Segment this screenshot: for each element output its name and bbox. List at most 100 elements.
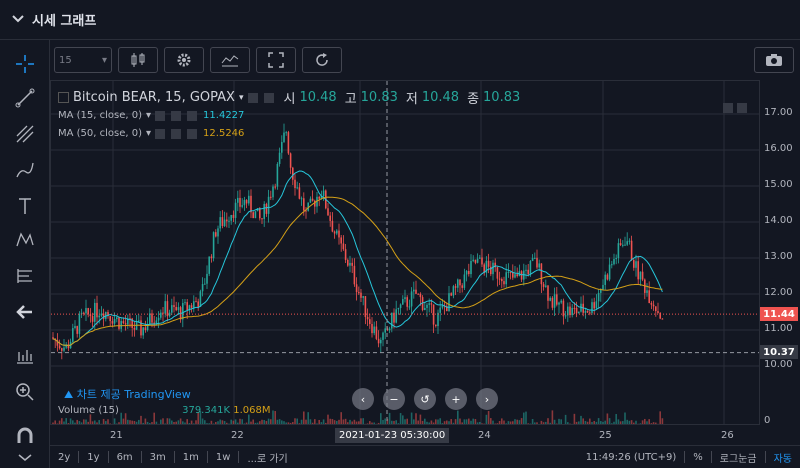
candle-body — [274, 186, 276, 188]
time-axis[interactable]: 21 22 24 25 26 2021-01-23 05:30:00 — [50, 425, 760, 445]
collapse-box[interactable] — [58, 92, 69, 103]
scroll-right-button[interactable]: › — [476, 388, 498, 410]
ma15-legend: MA (15, close, 0) ▾ 11.4227 — [58, 110, 244, 121]
snapshot-button[interactable] — [754, 47, 794, 73]
refresh-button[interactable] — [302, 47, 342, 73]
candle-body — [186, 302, 188, 311]
candle-body — [536, 257, 538, 268]
candle-style-button[interactable] — [118, 47, 158, 73]
log-scale-toggle[interactable]: 로그눈금 — [719, 453, 757, 465]
close-icon[interactable] — [187, 110, 198, 121]
candle-body — [241, 205, 243, 207]
candle-body — [219, 217, 221, 229]
volume-bar — [461, 422, 463, 424]
settings-icon[interactable] — [171, 110, 182, 121]
volume-bar — [483, 423, 485, 424]
range-1w[interactable]: 1w — [215, 451, 231, 463]
volume-bar — [371, 422, 373, 424]
trend-line-tool[interactable] — [13, 86, 37, 110]
close-icon[interactable] — [263, 92, 274, 103]
candle-body — [476, 258, 479, 263]
reset-button[interactable]: ↺ — [414, 388, 436, 410]
volume-bar — [168, 418, 171, 424]
settings-icon[interactable] — [171, 128, 182, 139]
pattern-tool[interactable] — [13, 228, 37, 252]
candle-body — [509, 271, 512, 273]
chevron-down-icon[interactable] — [12, 13, 24, 26]
price-axis[interactable]: 17.00 16.00 15.00 14.00 13.00 12.00 11.0… — [760, 80, 800, 426]
collapse-toolbar[interactable] — [13, 450, 37, 466]
price-tick: 0 — [764, 415, 771, 426]
volume-bar — [470, 420, 472, 424]
candle-body — [659, 312, 661, 319]
gear-icon — [177, 53, 191, 67]
volume-bar — [210, 420, 213, 424]
goto-button[interactable]: ...로 가기 — [247, 453, 288, 465]
attribution[interactable]: ⛰ 차트 제공 TradingView — [64, 386, 191, 402]
scroll-left-button[interactable]: ‹ — [352, 388, 374, 410]
range-6m[interactable]: 6m — [116, 451, 133, 463]
pattern-icon — [16, 232, 34, 247]
volume-bar — [635, 420, 637, 424]
zoom-tool[interactable] — [13, 380, 37, 404]
volume-bar — [135, 421, 138, 424]
ma50-title[interactable]: MA (50, close, 0) — [58, 128, 143, 139]
ma15-title[interactable]: MA (15, close, 0) — [58, 110, 143, 121]
chart-canvas[interactable] — [51, 81, 760, 425]
volume-bar — [157, 423, 160, 424]
volume-bar — [386, 418, 389, 424]
zoom-out-button[interactable]: − — [383, 388, 405, 410]
visibility-icon[interactable] — [155, 110, 166, 121]
prediction-tool[interactable] — [13, 264, 37, 288]
range-2y[interactable]: 2y — [58, 451, 71, 463]
settings-button[interactable] — [164, 47, 204, 73]
volume-bar — [639, 423, 642, 424]
brush-tool[interactable] — [13, 158, 37, 182]
candle-body — [571, 307, 573, 316]
chevron-down-icon[interactable]: ▾ — [146, 110, 152, 121]
crosshair-tool[interactable] — [13, 52, 37, 76]
range-1y[interactable]: 1y — [87, 451, 100, 463]
volume-bar — [571, 423, 573, 424]
candle-body — [424, 307, 426, 311]
volume-bar — [195, 420, 197, 424]
zoom-in-button[interactable]: + — [445, 388, 467, 410]
candle-body — [221, 217, 224, 226]
candle-body — [633, 260, 635, 268]
volume-bar — [476, 422, 479, 424]
volume-bar — [292, 422, 294, 424]
interval-select[interactable]: 15 ▾ — [54, 47, 112, 73]
chevron-down-icon[interactable]: ▾ — [146, 128, 152, 139]
chart-pane[interactable] — [50, 80, 760, 425]
back-tool[interactable] — [13, 300, 37, 324]
candle-body — [239, 197, 241, 207]
volume-bar — [116, 423, 118, 424]
settings-icon[interactable] — [247, 92, 258, 103]
measure-tool[interactable] — [13, 344, 37, 368]
visibility-icon[interactable] — [155, 128, 166, 139]
fib-tool[interactable] — [13, 122, 37, 146]
magnet-tool[interactable] — [13, 424, 37, 448]
candle-body — [419, 293, 422, 298]
volume-title[interactable]: Volume (15) — [58, 405, 119, 416]
candle-body — [270, 196, 272, 198]
fullscreen-button[interactable] — [256, 47, 296, 73]
range-1m[interactable]: 1m — [182, 451, 199, 463]
volume-bar — [604, 420, 606, 424]
range-3m[interactable]: 3m — [149, 451, 166, 463]
volume-bar — [232, 420, 235, 424]
volume-bar — [52, 422, 54, 424]
auto-scale-toggle[interactable]: 자동 — [773, 453, 792, 465]
candle-body — [355, 284, 358, 293]
close-icon[interactable] — [187, 128, 198, 139]
indicators-button[interactable] — [210, 47, 250, 73]
chevron-down-icon[interactable]: ▾ — [238, 92, 244, 103]
candle-body — [415, 289, 417, 294]
clock[interactable]: 11:49:26 (UTC+9) — [585, 451, 677, 463]
volume-bar — [215, 422, 217, 424]
text-tool[interactable] — [13, 194, 37, 218]
separator — [710, 451, 712, 463]
symbol-title[interactable]: Bitcoin BEAR, 15, GOPAX — [73, 90, 235, 105]
minus-icon: − — [389, 392, 399, 406]
percent-toggle[interactable]: % — [693, 451, 703, 463]
